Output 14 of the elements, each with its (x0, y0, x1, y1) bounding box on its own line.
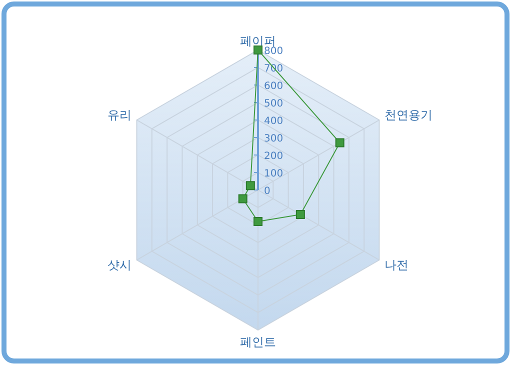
y-tick-label: 600 (264, 81, 284, 92)
y-tick-label: 800 (264, 46, 284, 57)
y-tick-label: 400 (264, 116, 284, 127)
spoke-label: 천연용기 (384, 108, 432, 122)
y-tick-label: 200 (264, 151, 284, 162)
y-tick-label: 100 (264, 168, 284, 180)
spoke-label: 유리 (108, 108, 132, 122)
spoke-label: 나전 (384, 258, 408, 272)
spoke-label: 샷시 (108, 258, 132, 272)
spoke-label: 페인트 (240, 335, 276, 349)
spoke-label: 페이퍼 (240, 34, 276, 48)
y-tick-label: 0 (264, 186, 270, 197)
y-tick-label: 300 (264, 134, 284, 144)
y-tick-label: 500 (264, 98, 284, 110)
